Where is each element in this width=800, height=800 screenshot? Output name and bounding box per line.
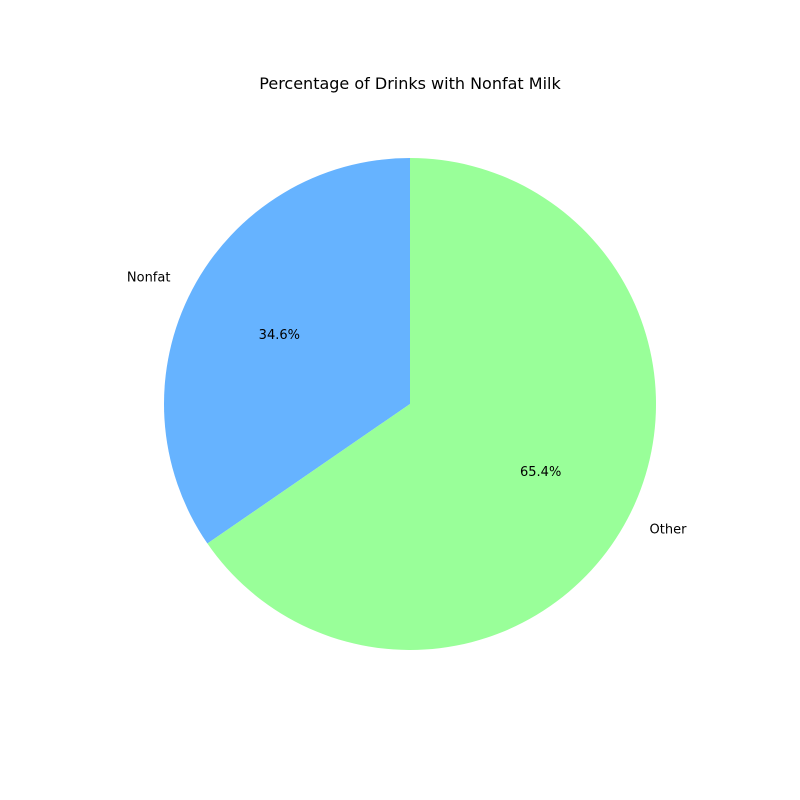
pie-slices	[163, 158, 656, 650]
slice-value-nonfat: 34.6%	[259, 328, 300, 343]
pie-slice-other	[207, 158, 656, 650]
pie-slice-nonfat	[163, 158, 410, 544]
slice-value-other: 65.4%	[520, 465, 561, 480]
pie-labels: Nonfat 34.6% Other 65.4%	[127, 271, 687, 538]
slice-label-nonfat: Nonfat	[127, 271, 171, 286]
chart-title: Percentage of Drinks with Nonfat Milk	[259, 74, 561, 93]
slice-label-other: Other	[650, 522, 688, 537]
